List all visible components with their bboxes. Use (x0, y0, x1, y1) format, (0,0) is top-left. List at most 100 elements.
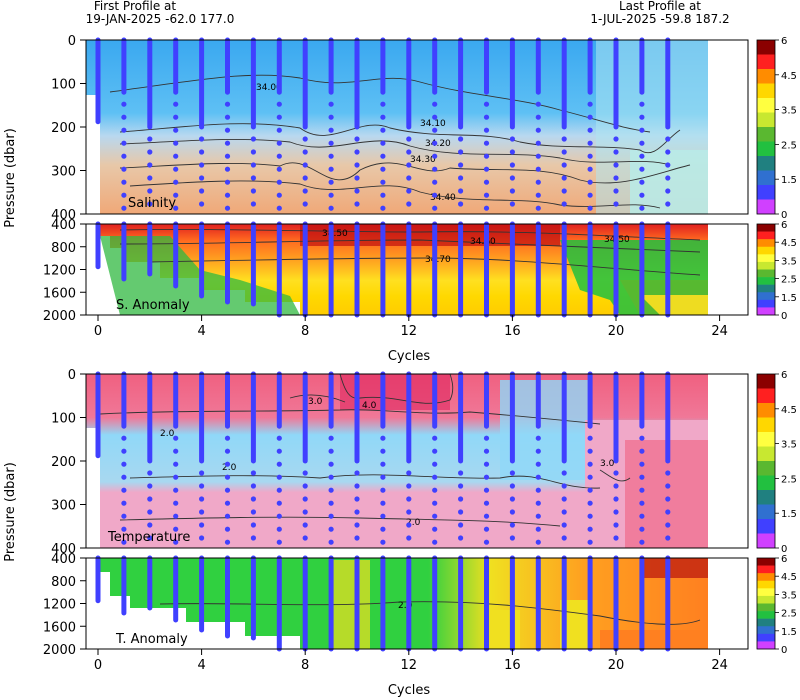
profile-sample-point (173, 500, 179, 506)
profile-sample-point (121, 500, 127, 506)
profile-sample-point (199, 136, 205, 142)
profile-sample-point (250, 201, 256, 207)
profile-sample-point (147, 149, 153, 155)
profile-sample-point (587, 500, 593, 506)
t-anomaly-panel-title: T. Anomaly (115, 632, 188, 647)
y-tick-label: 200 (51, 455, 76, 470)
profile-sample-point (328, 127, 334, 133)
profile-sample-point (458, 509, 464, 515)
profile-sample-point (380, 153, 386, 159)
profile-sample-point (535, 474, 541, 480)
colorbar-tick-label: 1.5 (781, 627, 797, 638)
profile-sample-point (276, 474, 282, 480)
profile-sample-point (328, 192, 334, 198)
salinity-contour-label: 34.00 (256, 83, 282, 93)
profile-sample-point (276, 127, 282, 133)
profile-sample-point (121, 513, 127, 519)
profile-sample-point (250, 535, 256, 541)
profile-sample-point (199, 496, 205, 502)
profile-sample-point (509, 162, 515, 168)
profile-sample-point (224, 526, 231, 532)
profile-sample-point (173, 526, 179, 532)
temperature-panel-title: Temperature (107, 530, 190, 545)
profile-sample-point (535, 500, 541, 506)
profile-sample-point (432, 500, 438, 506)
profile-sample-point (354, 175, 360, 181)
colorbar-swatch (757, 595, 775, 604)
profile-sample-point (535, 153, 541, 159)
profile-sample-point (561, 535, 567, 541)
profile-sample-point (432, 153, 438, 159)
colorbar-swatch (757, 611, 775, 619)
profile-sample-point (147, 509, 153, 515)
profile-sample-point (147, 201, 153, 207)
profile-sample-point (328, 474, 334, 480)
profile-sample-point (276, 205, 282, 211)
profile-sample-point (406, 496, 412, 502)
profile-sample-point (406, 162, 412, 168)
colorbar-swatch (757, 417, 775, 433)
profile-sample-point (302, 522, 308, 528)
x-tick-label: 16 (504, 324, 521, 339)
profile-sample-point (613, 535, 619, 541)
profile-sample-point (406, 535, 412, 541)
profile-sample-point (276, 526, 282, 532)
profile-sample-point (380, 101, 386, 107)
profile-sample-point (121, 448, 127, 454)
profile-sample-point (224, 140, 231, 146)
temperature-contour-2-0-middle (129, 474, 601, 489)
profile-sample-point (613, 483, 619, 489)
colorbar-frame (756, 373, 776, 549)
profile-sample-point (639, 539, 645, 545)
profile-sample-point (354, 496, 360, 502)
profile-sample-point (328, 205, 334, 211)
profile-sample-point (483, 127, 490, 133)
profile-sample-point (173, 448, 179, 454)
colorbar-swatch (757, 69, 775, 84)
colorbar-tick-label: 1.5 (781, 293, 797, 304)
profile-sample-point (535, 166, 541, 172)
temperature-contour-label: 3.0 (308, 397, 323, 407)
colorbar-swatch (757, 112, 775, 128)
profile-sample-point (509, 535, 515, 541)
y-tick-label: 400 (51, 208, 76, 223)
colorbar-swatch (757, 40, 775, 55)
colorbar-tick-label: 3.5 (781, 106, 797, 117)
x-axis-label-top: Cycles (388, 349, 431, 364)
y-axis-label-salinity: Pressure (dbar) (3, 128, 18, 228)
x-tick-label: 0 (94, 658, 102, 673)
profile-sample-point (224, 101, 231, 107)
profile-sample-point (432, 205, 438, 211)
profile-sample-point (121, 192, 127, 198)
temperature-contour-label: 3.0 (600, 459, 615, 469)
profile-sample-point (173, 127, 179, 133)
profile-sample-point (639, 153, 645, 159)
profile-sample-point (380, 205, 386, 211)
profile-sample-point (535, 448, 541, 454)
s-anomaly-contour-label: 34.60 (470, 237, 496, 247)
profile-sample-point (665, 162, 671, 168)
colorbar-swatch (757, 573, 775, 582)
x-axis-bottom-section: 0 4 8 12 16 20 24 (94, 649, 728, 673)
profile-sample-point (406, 149, 412, 155)
profile-sample-point (458, 496, 464, 502)
profile-sample-point (276, 461, 282, 467)
profile-sample-point (199, 175, 205, 181)
y-tick-label: 2000 (43, 309, 76, 324)
x-tick-label: 20 (608, 658, 625, 673)
profile-sample-point (458, 483, 464, 489)
profile-sample-point (354, 535, 360, 541)
salinity-contour-34-30 (119, 162, 691, 184)
colorbar-tick-label: 3.5 (781, 590, 797, 601)
colorbar-tick-label: 4.5 (781, 572, 797, 583)
profile-sample-point (509, 470, 515, 476)
profile-sample-point (432, 487, 438, 493)
profile-sample-point (354, 483, 360, 489)
y-tick-label: 0 (68, 368, 76, 383)
profile-sample-point (224, 114, 231, 120)
profile-sample-point (613, 509, 619, 515)
temperature-contour-label: 4.0 (362, 401, 377, 411)
first-profile-title: First Profile at (94, 0, 177, 13)
s-anomaly-contour-34-70 (149, 257, 701, 276)
profile-sample-point (587, 461, 593, 467)
